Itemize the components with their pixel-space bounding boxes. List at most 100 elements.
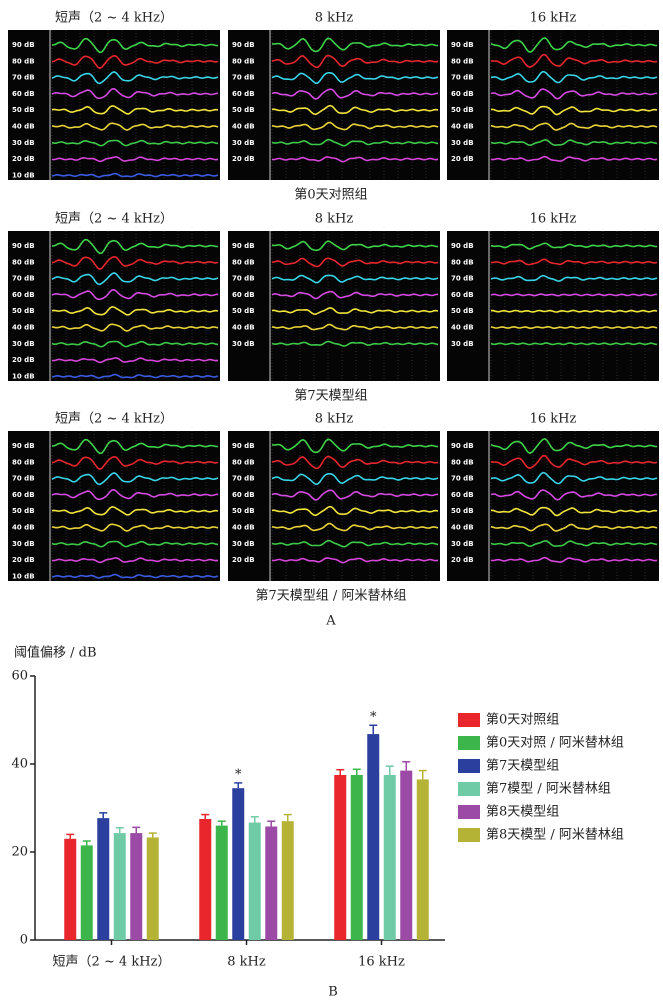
waveform-panel (447, 231, 659, 381)
level-label: 80 dB (232, 57, 255, 65)
level-label: 80 dB (12, 258, 35, 266)
x-tick-label: 8 kHz (227, 955, 266, 970)
bar (334, 775, 346, 940)
level-label: 90 dB (12, 41, 35, 49)
row-caption: 第7天模型组 (294, 389, 367, 404)
bar (64, 839, 76, 940)
column-title: 8 kHz (315, 212, 354, 227)
column-title: 16 kHz (530, 11, 577, 26)
bar (114, 833, 126, 940)
level-label: 20 dB (232, 155, 255, 163)
level-label: 40 dB (12, 123, 35, 131)
error-bar (353, 769, 361, 775)
level-label: 80 dB (232, 258, 255, 266)
bar (367, 734, 379, 940)
level-label: 40 dB (232, 123, 255, 131)
level-label: 30 dB (451, 340, 474, 348)
error-bar (402, 762, 410, 771)
bar (199, 819, 211, 940)
level-label: 30 dB (232, 340, 255, 348)
level-label: 80 dB (451, 57, 474, 65)
legend-label: 第8天模型组 (486, 805, 559, 820)
x-tick-label: 短声（2 ~ 4 kHz） (53, 955, 171, 970)
level-label: 20 dB (12, 356, 35, 364)
level-label: 50 dB (232, 307, 255, 315)
level-label: 50 dB (12, 106, 35, 114)
column-title: 16 kHz (530, 412, 577, 427)
error-bar (218, 821, 226, 825)
level-label: 90 dB (451, 41, 474, 49)
bar (216, 826, 228, 940)
panel-label: A (325, 614, 336, 629)
level-label: 30 dB (12, 340, 35, 348)
error-bar (132, 827, 140, 833)
error-bar (267, 821, 275, 826)
bar (130, 833, 142, 940)
level-label: 70 dB (232, 475, 255, 483)
bar (417, 779, 429, 940)
legend-swatch (458, 736, 480, 750)
level-label: 50 dB (232, 106, 255, 114)
level-label: 20 dB (451, 556, 474, 564)
bar (147, 837, 159, 940)
level-label: 90 dB (232, 242, 255, 250)
level-label: 10 dB (12, 171, 35, 179)
level-label: 60 dB (232, 491, 255, 499)
level-label: 80 dB (12, 57, 35, 65)
legend-swatch (458, 782, 480, 796)
bar (400, 771, 412, 940)
level-label: 30 dB (451, 139, 474, 147)
y-axis-label: 阈值偏移 / dB (14, 645, 97, 661)
level-label: 60 dB (451, 90, 474, 98)
level-label: 50 dB (12, 307, 35, 315)
error-bar (419, 771, 427, 780)
level-label: 30 dB (232, 139, 255, 147)
level-label: 90 dB (12, 442, 35, 450)
page: A 阈值偏移 / dB B 第0天对照组短声（2 ~ 4 kHz）90 dB80… (0, 0, 663, 1006)
error-bar (386, 766, 394, 775)
level-label: 50 dB (12, 507, 35, 515)
level-label: 70 dB (451, 275, 474, 283)
error-bar (83, 841, 91, 845)
error-bar (99, 813, 107, 818)
column-title: 8 kHz (315, 412, 354, 427)
level-label: 70 dB (12, 275, 35, 283)
waveform-panel (228, 231, 440, 381)
level-label: 60 dB (12, 291, 35, 299)
level-label: 60 dB (12, 90, 35, 98)
level-label: 40 dB (451, 123, 474, 131)
error-bar (201, 815, 209, 819)
legend-swatch (458, 713, 480, 727)
level-label: 20 dB (12, 556, 35, 564)
significance-marker: * (235, 767, 242, 782)
bar (282, 821, 294, 940)
level-label: 60 dB (451, 291, 474, 299)
legend-label: 第0天对照组 (486, 713, 559, 728)
level-label: 80 dB (451, 458, 474, 466)
level-label: 60 dB (232, 291, 255, 299)
bar (97, 818, 109, 940)
level-label: 40 dB (232, 324, 255, 332)
level-label: 70 dB (12, 475, 35, 483)
bar (384, 775, 396, 940)
level-label: 20 dB (232, 556, 255, 564)
column-title: 短声（2 ~ 4 kHz） (55, 11, 173, 26)
level-label: 40 dB (451, 324, 474, 332)
error-bar (149, 833, 157, 837)
legend-label: 第0天对照 / 阿米替林组 (486, 736, 624, 751)
level-label: 70 dB (12, 74, 35, 82)
bar (81, 845, 93, 940)
level-label: 20 dB (451, 155, 474, 163)
y-tick-label: 20 (11, 845, 28, 860)
level-label: 70 dB (232, 74, 255, 82)
level-label: 50 dB (232, 507, 255, 515)
level-label: 30 dB (232, 540, 255, 548)
level-label: 90 dB (232, 41, 255, 49)
row-caption: 第0天对照组 (294, 188, 367, 203)
level-label: 40 dB (12, 524, 35, 532)
significance-marker: * (370, 710, 377, 725)
error-bar (336, 770, 344, 775)
error-bar (251, 817, 259, 823)
column-title: 8 kHz (315, 11, 354, 26)
level-label: 90 dB (12, 242, 35, 250)
